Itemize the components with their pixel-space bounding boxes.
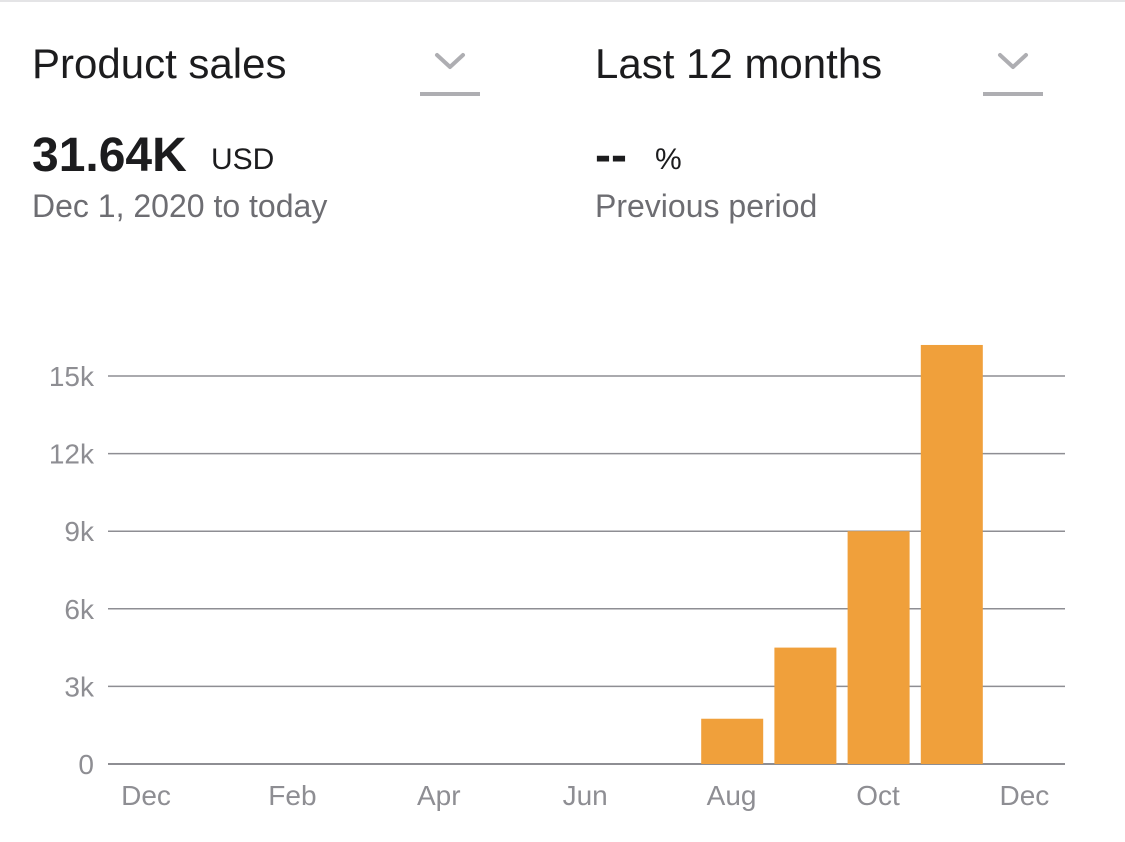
y-tick-label: 12k [49,439,95,470]
period-selector[interactable]: Last 12 months [595,40,1045,100]
y-tick-label: 3k [64,671,95,702]
x-tick-label: Oct [856,780,900,811]
current-date-range: Dec 1, 2020 to today [32,188,328,224]
x-tick-label: Jun [563,780,608,811]
chevron-down-icon[interactable] [983,46,1043,96]
chevron-down-icon[interactable] [420,46,480,96]
previous-period-label: Previous period [595,188,818,224]
current-total-unit: USD [211,143,275,176]
bar-nov [920,344,983,764]
metric-selector-label: Product sales [32,40,287,87]
previous-change-unit: % [655,143,682,176]
top-divider [0,0,1125,2]
y-tick-label: 0 [78,749,94,780]
y-tick-label: 15k [49,361,95,392]
y-tick-label: 6k [64,594,95,625]
x-tick-label: Feb [268,780,316,811]
x-tick-label: Dec [121,780,171,811]
period-selector-label: Last 12 months [595,40,883,87]
bar-aug [701,718,764,764]
y-tick-label: 9k [64,516,95,547]
metric-selector[interactable]: Product sales [32,40,482,100]
current-total-value: 31.64K [32,129,187,182]
x-tick-label: Apr [417,780,461,811]
x-tick-label: Dec [1000,780,1050,811]
bar-oct [847,531,910,764]
previous-change-value: -- [595,129,627,182]
bar-sep [774,647,837,764]
x-tick-label: Aug [707,780,757,811]
